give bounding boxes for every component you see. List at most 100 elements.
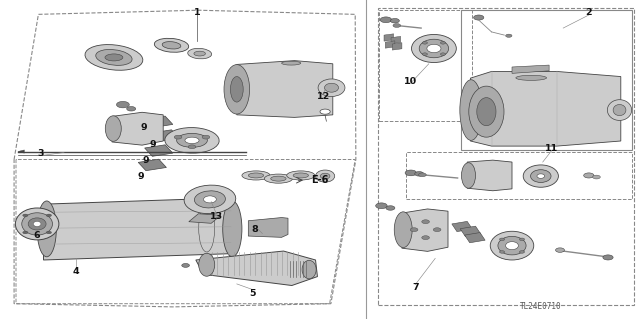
Circle shape: [320, 109, 330, 114]
Text: 8: 8: [252, 225, 258, 234]
Circle shape: [410, 228, 418, 232]
Circle shape: [422, 41, 428, 44]
Circle shape: [380, 17, 392, 23]
Circle shape: [474, 15, 484, 20]
Circle shape: [593, 175, 600, 179]
Text: 1: 1: [194, 8, 200, 17]
Polygon shape: [402, 209, 448, 251]
Text: 5: 5: [250, 289, 256, 298]
Ellipse shape: [282, 61, 301, 65]
Ellipse shape: [85, 45, 143, 70]
Ellipse shape: [105, 54, 123, 61]
Ellipse shape: [204, 196, 216, 203]
Ellipse shape: [293, 173, 308, 178]
Ellipse shape: [324, 83, 339, 92]
Ellipse shape: [165, 128, 219, 153]
Circle shape: [520, 238, 525, 241]
Ellipse shape: [248, 173, 264, 178]
Text: 3: 3: [37, 149, 44, 158]
Ellipse shape: [537, 174, 545, 178]
Ellipse shape: [264, 174, 292, 183]
Ellipse shape: [37, 201, 56, 257]
Bar: [379, 10, 472, 121]
Text: 9: 9: [141, 123, 147, 132]
Circle shape: [422, 53, 428, 56]
Polygon shape: [18, 150, 24, 153]
Ellipse shape: [321, 173, 330, 179]
Circle shape: [116, 101, 129, 108]
Polygon shape: [112, 112, 163, 145]
Polygon shape: [467, 160, 512, 191]
Text: 2: 2: [586, 8, 592, 17]
Circle shape: [405, 170, 417, 176]
Circle shape: [422, 220, 429, 224]
Ellipse shape: [287, 171, 315, 180]
Polygon shape: [512, 65, 549, 73]
Ellipse shape: [185, 137, 199, 144]
Text: 9: 9: [138, 172, 144, 181]
Text: 9: 9: [149, 140, 156, 149]
Ellipse shape: [523, 165, 558, 187]
Circle shape: [419, 173, 426, 177]
Circle shape: [182, 263, 189, 267]
Circle shape: [499, 238, 504, 241]
Ellipse shape: [198, 253, 215, 276]
Circle shape: [440, 41, 445, 44]
Ellipse shape: [477, 98, 496, 126]
Ellipse shape: [506, 242, 518, 249]
Ellipse shape: [15, 208, 59, 240]
Text: 7: 7: [412, 283, 419, 292]
Ellipse shape: [460, 80, 483, 140]
Ellipse shape: [531, 170, 551, 182]
Text: 4: 4: [72, 267, 79, 276]
Ellipse shape: [184, 185, 236, 214]
Circle shape: [584, 173, 594, 178]
Ellipse shape: [607, 100, 632, 120]
Polygon shape: [145, 116, 173, 128]
Circle shape: [499, 251, 504, 253]
Ellipse shape: [195, 191, 225, 208]
Polygon shape: [392, 43, 402, 50]
Polygon shape: [470, 71, 621, 146]
Polygon shape: [385, 41, 395, 48]
Ellipse shape: [461, 163, 476, 188]
Polygon shape: [44, 198, 232, 260]
Ellipse shape: [177, 133, 207, 147]
Ellipse shape: [394, 212, 412, 248]
Text: TL24E0710: TL24E0710: [520, 302, 562, 311]
Circle shape: [23, 214, 28, 217]
Text: E-6: E-6: [311, 175, 329, 185]
Polygon shape: [237, 61, 333, 117]
Ellipse shape: [427, 44, 441, 53]
Text: 12: 12: [317, 92, 330, 101]
Ellipse shape: [188, 48, 212, 59]
Polygon shape: [196, 251, 317, 286]
Polygon shape: [391, 36, 401, 44]
Circle shape: [202, 135, 210, 139]
Ellipse shape: [516, 75, 547, 80]
Circle shape: [390, 19, 399, 23]
Circle shape: [127, 107, 136, 111]
Ellipse shape: [556, 248, 564, 252]
Polygon shape: [460, 226, 481, 236]
Ellipse shape: [302, 260, 316, 279]
Circle shape: [393, 24, 401, 27]
Ellipse shape: [498, 236, 526, 255]
Ellipse shape: [224, 65, 250, 114]
Circle shape: [422, 236, 429, 240]
Ellipse shape: [105, 116, 122, 141]
Ellipse shape: [242, 171, 270, 180]
Ellipse shape: [613, 104, 626, 116]
Ellipse shape: [194, 51, 205, 56]
Polygon shape: [138, 159, 166, 171]
Bar: [461, 10, 632, 150]
Circle shape: [46, 231, 51, 234]
Ellipse shape: [318, 79, 345, 96]
Ellipse shape: [162, 41, 181, 49]
Polygon shape: [151, 130, 179, 141]
Text: 11: 11: [545, 144, 558, 153]
Circle shape: [433, 228, 441, 232]
Circle shape: [174, 135, 182, 139]
Circle shape: [376, 203, 387, 209]
Polygon shape: [465, 233, 485, 243]
